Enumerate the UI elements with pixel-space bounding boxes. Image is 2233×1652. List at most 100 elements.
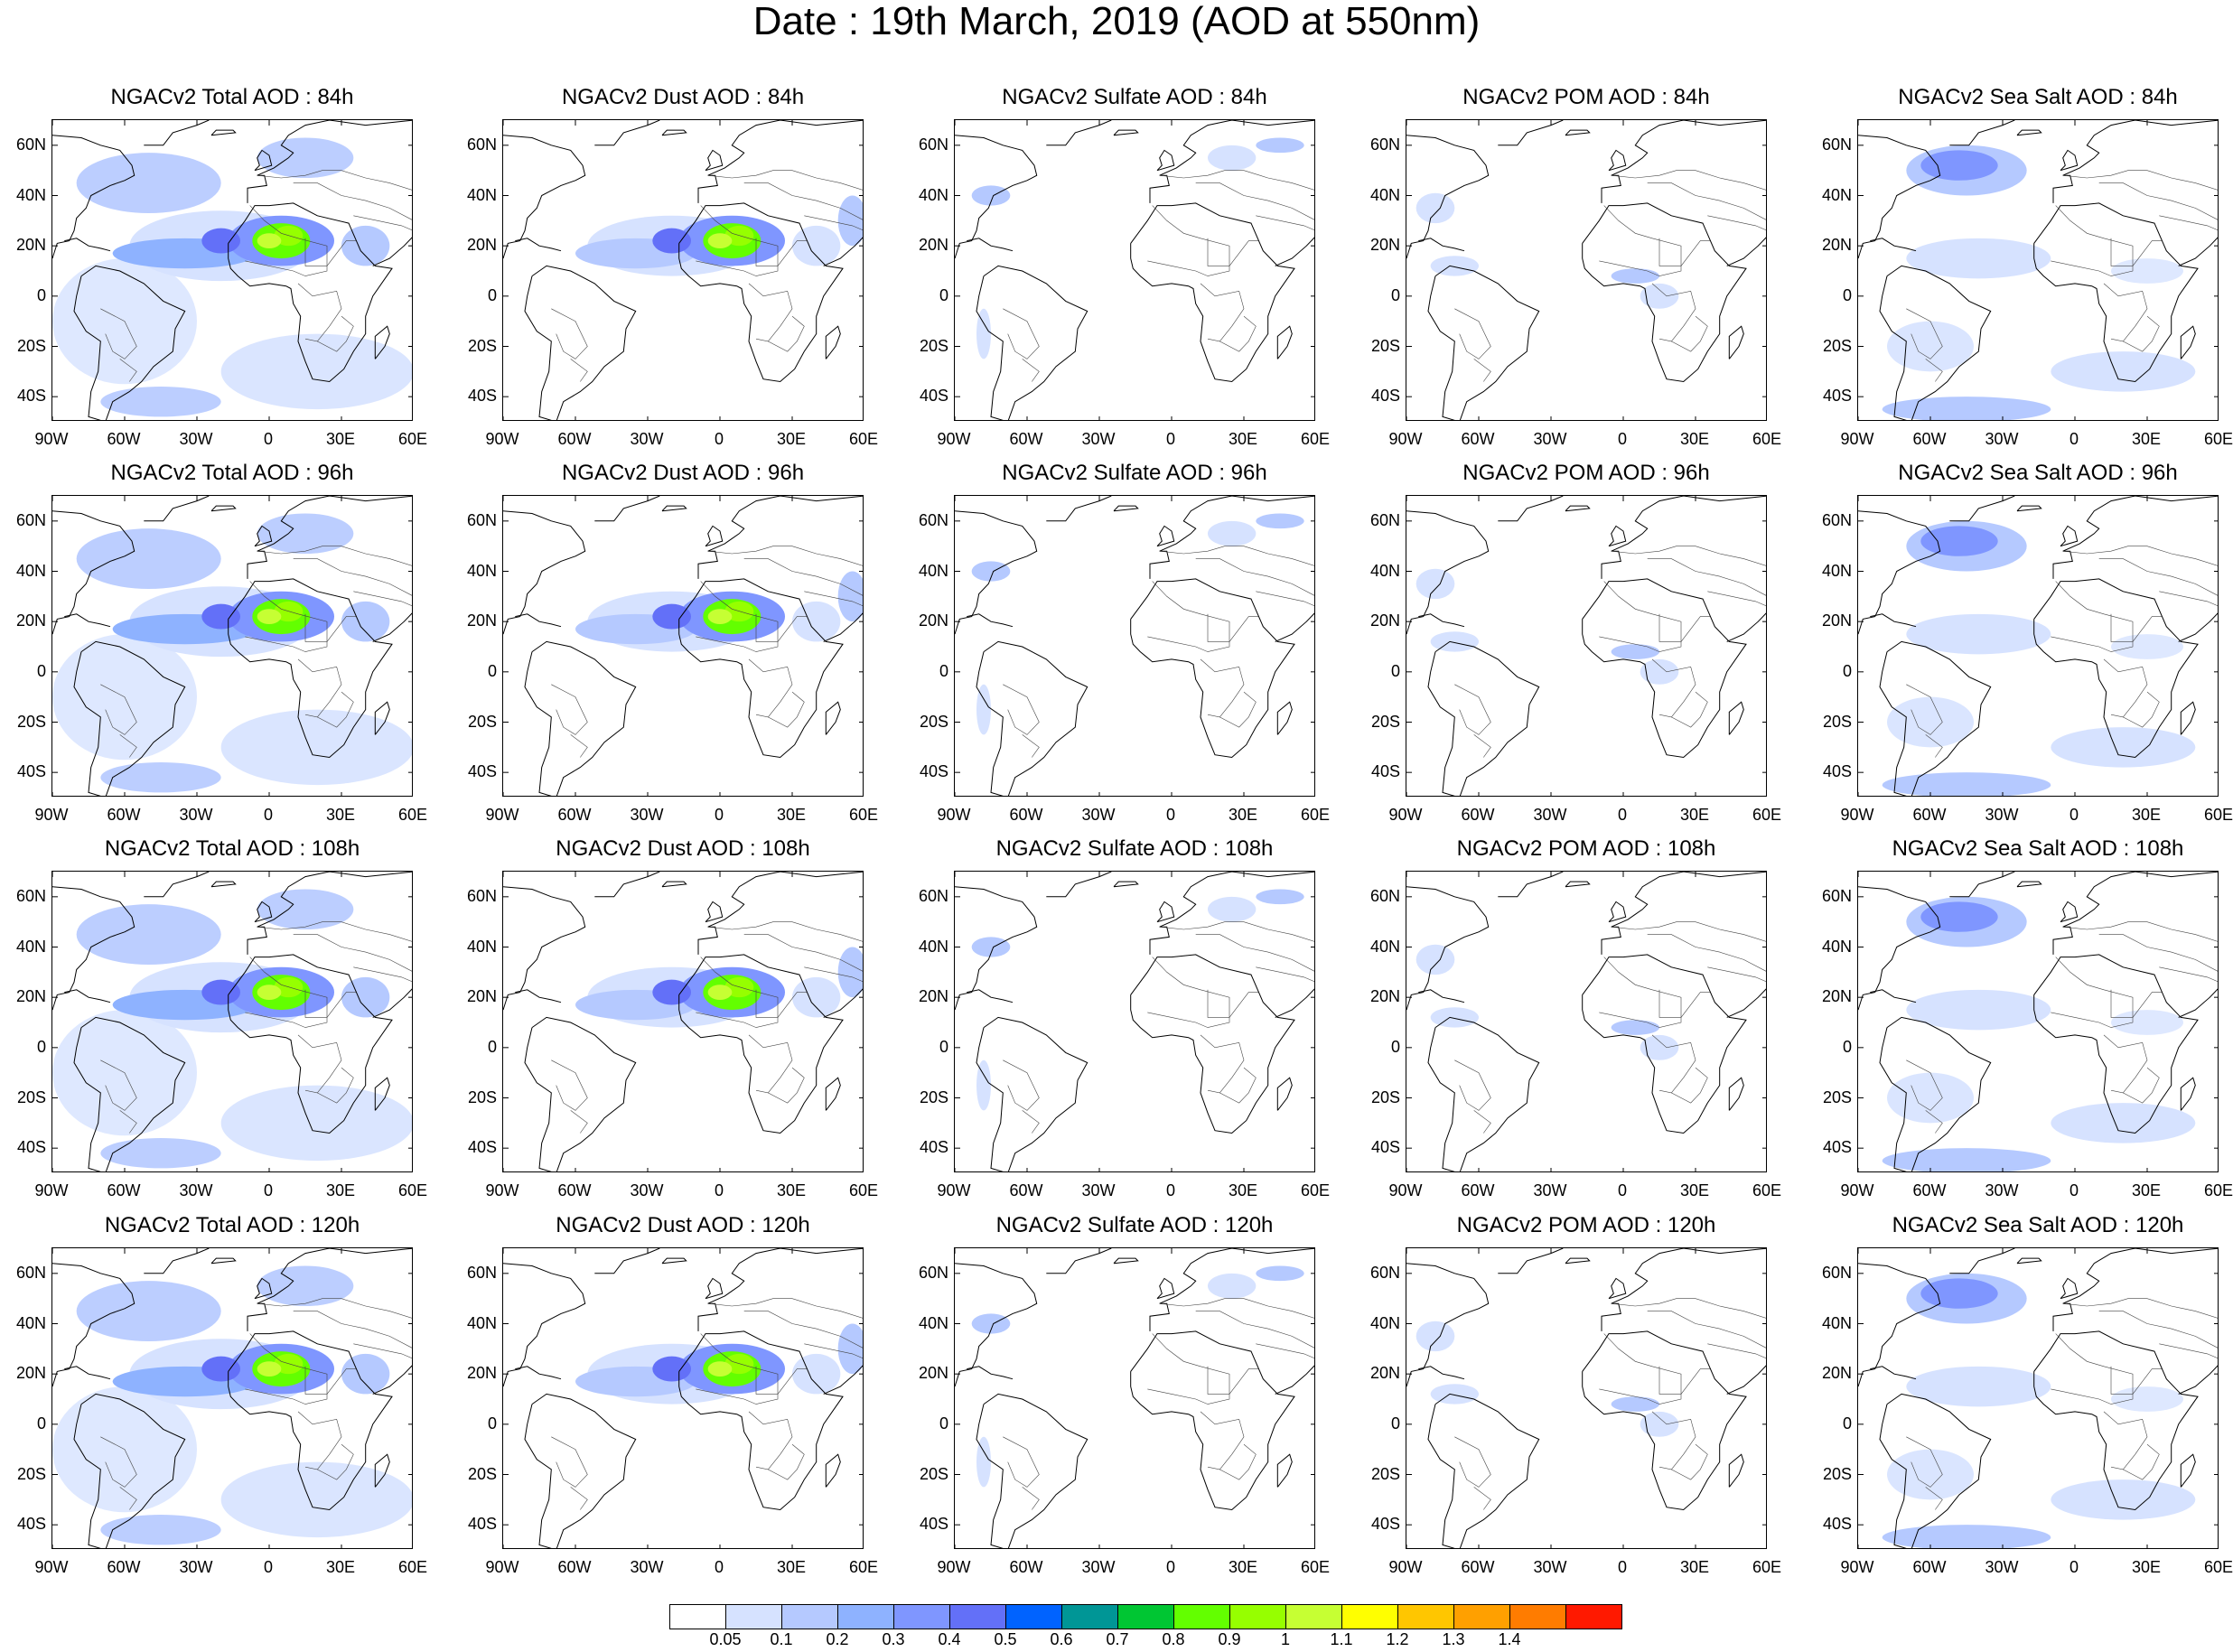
country-border — [1256, 215, 1314, 230]
country-border — [1207, 613, 1258, 642]
aod-shade — [1256, 513, 1304, 529]
country-border — [1147, 957, 1230, 1028]
coastline — [661, 505, 687, 512]
lat-tick-label: 60N — [1369, 135, 1400, 154]
lon-tick-label: 0 — [714, 806, 724, 824]
lat-tick-label: 0 — [1842, 285, 1852, 304]
coastline — [678, 578, 844, 759]
aod-shade — [1640, 1034, 1679, 1060]
colorbar-level-label: 0.5 — [994, 1630, 1017, 1648]
lon-tick-label: 30W — [179, 1181, 213, 1199]
country-border — [748, 1411, 793, 1470]
coastline — [64, 989, 111, 1003]
lon-tick-label: 60W — [107, 806, 141, 824]
coastline — [2033, 1330, 2199, 1511]
country-border — [2062, 1298, 2218, 1319]
coastline — [1406, 886, 1490, 1011]
lon-tick-label: 90W — [937, 1558, 971, 1576]
coastline — [594, 120, 660, 146]
coastline — [374, 701, 390, 735]
country-border — [2159, 1343, 2218, 1358]
country-border — [696, 205, 779, 276]
lat-tick-label: 40S — [16, 1138, 46, 1157]
coastline — [1276, 1077, 1293, 1111]
country-border — [297, 658, 342, 718]
lon-tick-label: 30W — [1081, 1558, 1116, 1576]
lon-tick-label: 0 — [714, 1558, 724, 1576]
country-border — [304, 989, 356, 1018]
lat-tick-label: 20N — [918, 987, 948, 1006]
colorbar-level-label: 0.8 — [1162, 1630, 1185, 1648]
country-border — [696, 1333, 779, 1405]
aod-shade — [1920, 901, 1998, 932]
lon-tick-label: 90W — [485, 806, 519, 824]
aod-shade — [1882, 772, 2051, 796]
lon-tick-label: 60E — [1752, 1558, 1782, 1576]
lon-tick-label: 0 — [263, 1181, 273, 1199]
country-border — [1611, 170, 1766, 191]
panel-title: NGACv2 Dust AOD : 96h — [561, 461, 805, 485]
coastline — [515, 989, 562, 1003]
coastline — [1728, 325, 1744, 359]
panel-title: NGACv2 Total AOD : 120h — [104, 1213, 360, 1237]
coastline — [705, 525, 724, 547]
lon-tick-label: 30E — [2131, 430, 2162, 448]
aod-shade — [100, 762, 221, 793]
lon-tick-label: 60W — [1461, 1558, 1495, 1576]
coastline — [1130, 202, 1295, 383]
coastline — [1046, 496, 1112, 522]
lat-tick-label: 0 — [36, 285, 46, 304]
coastline — [955, 1263, 1038, 1387]
coastline — [967, 989, 1014, 1003]
lon-tick-label: 30W — [1081, 1181, 1116, 1199]
aod-shade — [1906, 238, 2051, 279]
coastline — [955, 510, 1038, 635]
coastline — [976, 1016, 1088, 1171]
coastline — [1275, 1365, 1314, 1395]
country-border — [2062, 546, 2218, 566]
lat-tick-label: 40N — [466, 185, 497, 204]
coastline — [64, 238, 111, 252]
country-border — [804, 966, 863, 982]
aod-shade — [257, 233, 282, 248]
lat-tick-label: 40S — [16, 1515, 46, 1534]
panel-title: NGACv2 Sulfate AOD : 96h — [1002, 461, 1267, 485]
panel-title: NGACv2 Sea Salt AOD : 96h — [1898, 461, 2178, 485]
lon-tick-label: 30E — [1679, 1558, 1710, 1576]
lat-tick-label: 20S — [16, 1087, 46, 1106]
country-border — [707, 546, 863, 566]
aod-shade — [707, 609, 733, 624]
lon-tick-label: 0 — [2069, 806, 2079, 824]
aod-shade — [1430, 631, 1479, 652]
lon-tick-label: 60E — [397, 1558, 428, 1576]
country-border — [304, 238, 356, 266]
lat-tick-label: 40N — [918, 185, 948, 204]
aod-shade — [971, 185, 1011, 206]
lat-tick-label: 20N — [1369, 611, 1400, 630]
country-border — [696, 581, 779, 652]
lat-tick-label: 20N — [466, 611, 497, 630]
aod-shade — [837, 571, 863, 622]
aod-map — [1858, 120, 2218, 420]
coastline — [503, 1263, 586, 1387]
coastline — [1498, 872, 1564, 898]
colorbar-swatch — [1117, 1604, 1174, 1629]
aod-shade — [257, 1265, 354, 1307]
lon-tick-label: 60W — [1009, 1558, 1043, 1576]
coastline — [1276, 325, 1293, 359]
country-border — [2110, 1366, 2162, 1395]
country-border — [551, 308, 588, 359]
country-border — [2103, 658, 2148, 718]
coastline — [825, 325, 841, 359]
coastline — [1418, 1366, 1465, 1380]
coastline — [1601, 496, 1766, 579]
aod-shade — [837, 195, 863, 247]
lat-tick-label: 20S — [467, 712, 497, 731]
country-border — [2062, 921, 2218, 942]
country-border — [570, 734, 588, 758]
lat-tick-label: 60N — [1369, 510, 1400, 529]
aod-shade — [1415, 568, 1455, 600]
lon-tick-label: 30W — [1985, 1558, 2019, 1576]
country-border — [1473, 1110, 1491, 1134]
aod-shade — [971, 561, 1011, 582]
